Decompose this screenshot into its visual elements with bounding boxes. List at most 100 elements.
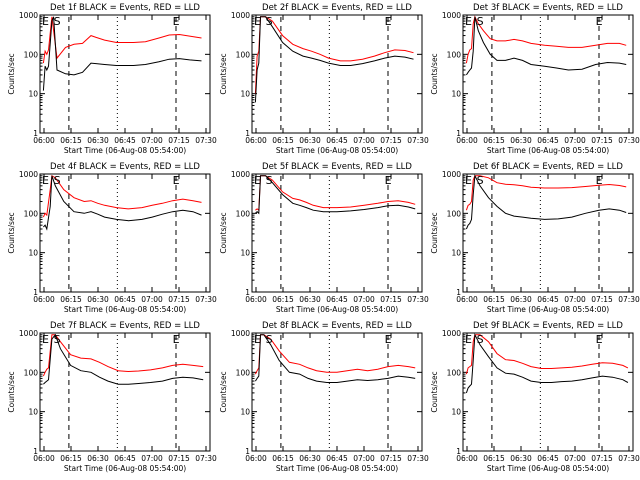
y-tick-label: 1000 [442, 11, 461, 20]
x-tick-label: 06:30 [299, 295, 321, 304]
x-tick-label: 06:45 [326, 295, 348, 304]
y-axis-label: Counts/sec [219, 212, 228, 253]
x-tick-label: 07:00 [564, 136, 586, 145]
y-tick-label: 100 [236, 50, 251, 59]
marker-label: E [596, 333, 603, 346]
x-tick-label: 06:00 [33, 136, 55, 145]
y-tick-label: 100 [24, 368, 39, 377]
x-tick-label: 07:00 [564, 454, 586, 463]
x-tick-label: 06:45 [114, 136, 136, 145]
panel-title: Det 3f BLACK = Events, RED = LLD [473, 3, 623, 13]
marker-label: E [385, 15, 392, 28]
y-tick-label: 1000 [442, 329, 461, 338]
marker-label: E [385, 174, 392, 187]
x-tick-label: 06:15 [483, 136, 505, 145]
x-axis-label: Start Time (06-Aug-08 05:54:00) [487, 146, 609, 155]
marker-label: E [254, 333, 261, 346]
x-tick-label: 07:00 [353, 454, 375, 463]
y-axis-label: Counts/sec [219, 53, 228, 94]
x-tick-label: 06:15 [272, 454, 294, 463]
y-tick-label: 10 [451, 408, 461, 417]
y-tick-label: 10 [451, 90, 461, 99]
y-tick-label: 10 [240, 408, 250, 417]
x-tick-label: 06:15 [272, 295, 294, 304]
marker-label: S [266, 15, 273, 28]
y-tick-label: 1000 [442, 170, 461, 179]
x-tick-label: 06:00 [33, 295, 55, 304]
panel-3: Det 3f BLACK = Events, RED = LLD 1 10 100 10… [430, 3, 640, 155]
plot-frame [39, 332, 211, 452]
y-tick-label: 1 [245, 288, 250, 297]
x-axis-label: Start Time (06-Aug-08 05:54:00) [487, 305, 609, 314]
y-axis-label: Counts/sec [7, 371, 16, 412]
y-tick-label: 100 [236, 368, 251, 377]
x-tick-label: 06:30 [510, 295, 532, 304]
x-tick-label: 06:00 [456, 136, 478, 145]
y-tick-label: 1000 [231, 329, 250, 338]
y-axis-label: Counts/sec [7, 212, 16, 253]
x-axis-label: Start Time (06-Aug-08 05:54:00) [64, 305, 186, 314]
marker-label: S [266, 333, 273, 346]
y-tick-label: 1000 [231, 11, 250, 20]
marker-label: S [477, 174, 484, 187]
x-tick-label: 07:30 [407, 295, 429, 304]
y-tick-label: 100 [447, 209, 462, 218]
x-tick-label: 07:00 [141, 136, 163, 145]
marker-label: S [54, 15, 61, 28]
marker-label: S [477, 333, 484, 346]
x-tick-label: 07:30 [195, 454, 217, 463]
series-events-line [42, 16, 202, 91]
x-tick-label: 06:45 [114, 454, 136, 463]
y-tick-label: 1 [456, 288, 461, 297]
y-tick-label: 100 [236, 209, 251, 218]
panel-title: Det 2f BLACK = Events, RED = LLD [262, 3, 412, 13]
x-tick-label: 06:00 [33, 454, 55, 463]
x-tick-label: 06:15 [272, 136, 294, 145]
x-axis-label: Start Time (06-Aug-08 05:54:00) [276, 146, 398, 155]
x-tick-label: 06:00 [456, 454, 478, 463]
x-tick-label: 07:00 [353, 136, 375, 145]
marker-label: E [42, 333, 49, 346]
panel-title: Det 4f BLACK = Events, RED = LLD [50, 162, 200, 172]
x-tick-label: 07:30 [407, 454, 429, 463]
series-events-line [465, 16, 627, 76]
panel-6: Det 6f BLACK = Events, RED = LLD 1 10 100 10… [430, 162, 640, 314]
marker-label: E [465, 333, 472, 346]
marker-label: E [254, 174, 261, 187]
plot-frame [462, 332, 634, 452]
y-tick-label: 1000 [231, 170, 250, 179]
series-lld-line [465, 175, 627, 211]
x-tick-label: 06:15 [60, 295, 82, 304]
x-axis-label: Start Time (06-Aug-08 05:54:00) [487, 464, 609, 473]
plot-frame [462, 14, 634, 134]
x-tick-label: 07:15 [380, 136, 402, 145]
panel-9: Det 9f BLACK = Events, RED = LLD 1 10 100 10… [430, 321, 640, 473]
y-tick-label: 1 [245, 129, 250, 138]
series-lld-line [465, 334, 629, 375]
x-tick-label: 06:15 [483, 295, 505, 304]
y-tick-label: 10 [28, 249, 38, 258]
plot-frame [39, 173, 211, 293]
x-tick-label: 07:15 [380, 454, 402, 463]
series-events-line [43, 175, 202, 231]
plot-frame [462, 173, 634, 293]
marker-label: E [42, 174, 49, 187]
x-tick-label: 07:30 [618, 136, 640, 145]
series-lld-line [42, 16, 202, 64]
plot-frame [251, 173, 423, 293]
x-axis-label: Start Time (06-Aug-08 05:54:00) [64, 146, 186, 155]
y-tick-label: 1 [33, 447, 38, 456]
marker-label: E [465, 15, 472, 28]
y-tick-label: 10 [28, 408, 38, 417]
x-tick-label: 07:15 [168, 454, 190, 463]
x-tick-label: 06:45 [537, 454, 559, 463]
marker-label: S [54, 333, 61, 346]
series-lld-line [42, 174, 202, 218]
series-lld-line [254, 16, 414, 94]
x-tick-label: 07:30 [407, 136, 429, 145]
y-tick-label: 1000 [19, 11, 38, 20]
x-tick-label: 06:00 [245, 136, 267, 145]
panel-4: Det 4f BLACK = Events, RED = LLD 1 10 100 10… [7, 162, 217, 314]
panel-7: Det 7f BLACK = Events, RED = LLD 1 10 100 10… [7, 321, 217, 473]
series-events-line [255, 175, 416, 215]
